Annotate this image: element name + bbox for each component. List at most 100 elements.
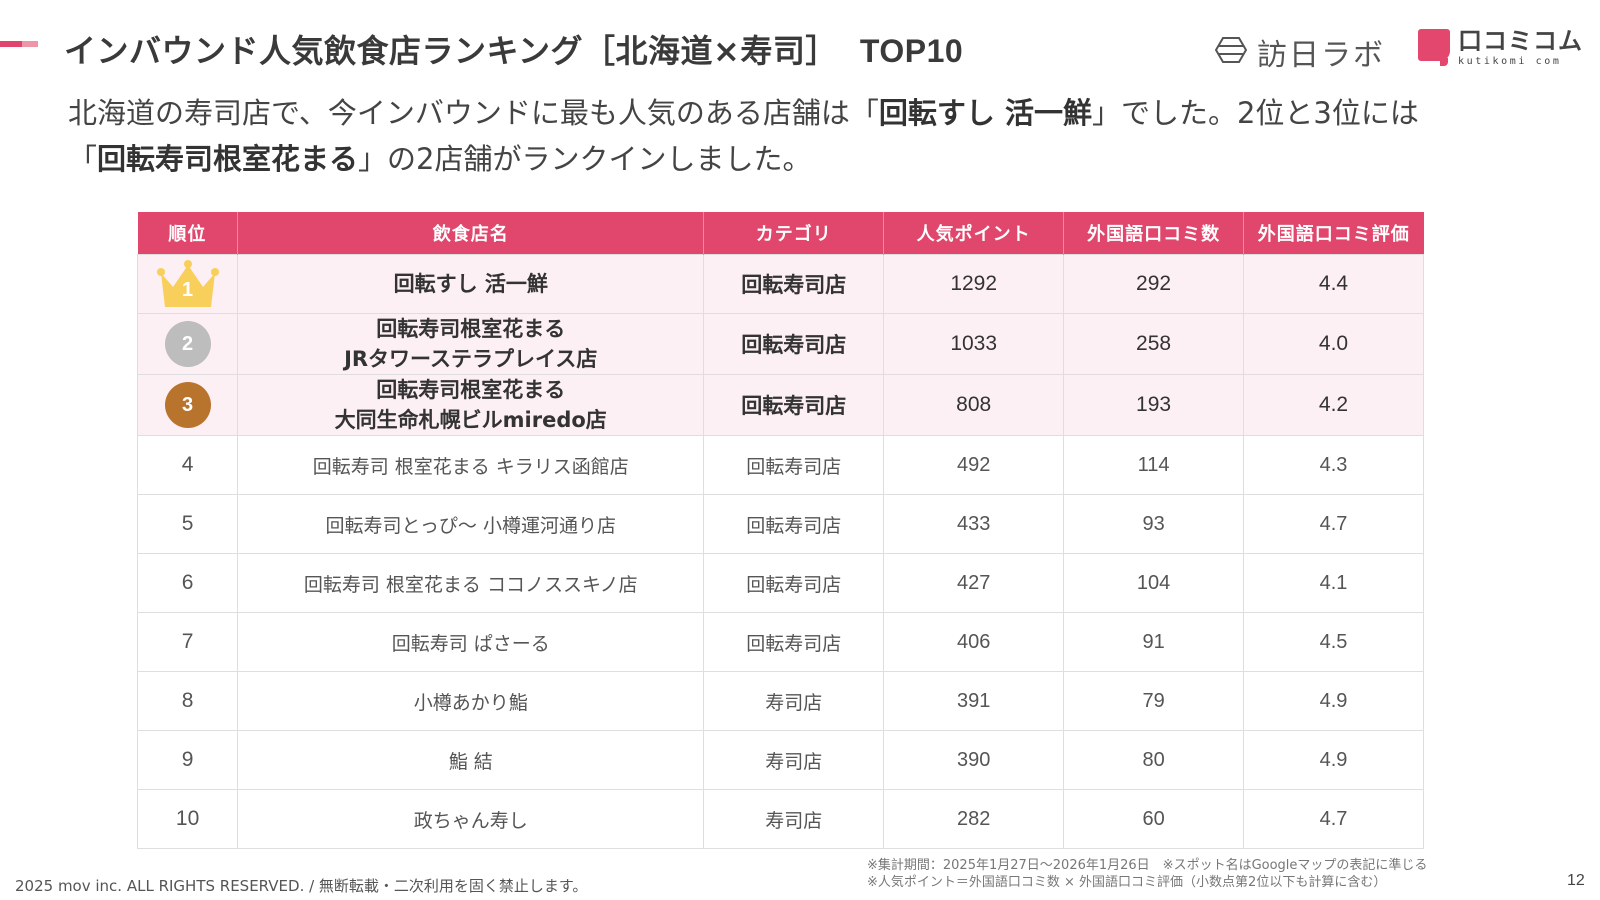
kutikomi-logo-jp: 口コミコム — [1458, 27, 1583, 55]
review-count: 114 — [1063, 435, 1245, 495]
popularity-points: 391 — [883, 671, 1065, 731]
review-rating: 4.3 — [1243, 435, 1424, 495]
category: 回転寿司店 — [703, 612, 885, 672]
houjitsu-lab-logo-text: 訪日ラボ — [1257, 38, 1385, 73]
column-header-review-count: 外国語口コミ数 — [1063, 212, 1245, 255]
silver-medal-icon: 2 — [164, 321, 211, 367]
popularity-points: 1033 — [883, 313, 1065, 375]
page-number: 12 — [1567, 872, 1585, 889]
copyright-text: 2025 mov inc. ALL RIGHTS RESERVED. / 無断転… — [15, 877, 588, 895]
rank-number: 2 — [182, 332, 194, 355]
review-count: 91 — [1063, 612, 1245, 672]
footnote-period: ※集計期間：2025年1月27日～2026年1月26日 ※スポット名はGoogl… — [867, 858, 1428, 873]
table-row: 5 回転寿司とっぴ～ 小樽運河通り店 回転寿司店 433 93 4.7 — [136, 494, 1424, 554]
review-count: 292 — [1063, 254, 1245, 314]
hexagon-logo-icon — [1214, 37, 1248, 67]
review-count: 60 — [1063, 789, 1245, 849]
restaurant-name: 回転寿司 根室花まる キラリス函館店 — [237, 435, 705, 495]
review-rating: 4.7 — [1243, 494, 1424, 554]
restaurant-name: 回転寿司 ぱさーる — [237, 612, 705, 672]
rank-cell: 2 — [136, 313, 239, 375]
kutikomi-logo: 口コミコム kutikomi com — [1418, 29, 1583, 67]
restaurant-name: 政ちゃん寿し — [237, 789, 705, 849]
table-row: 3 回転寿司根室花まる 大同生命札幌ビルmiredo店 回転寿司店 808 19… — [136, 374, 1424, 436]
ranking-table: 順位 飲食店名 カテゴリ 人気ポイント 外国語口コミ数 外国語口コミ評価 1 — [136, 212, 1424, 849]
popularity-points: 433 — [883, 494, 1065, 554]
table-row: 7 回転寿司 ぱさーる 回転寿司店 406 91 4.5 — [136, 612, 1424, 672]
rank-number: 7 — [136, 612, 239, 672]
lead-paragraph: 北海道の寿司店で、今インバウンドに最も人気のある店舗は「回転すし 活一鮮」でした… — [68, 90, 1528, 182]
restaurant-name-line1: 回転寿司根室花まる — [376, 317, 566, 341]
houjitsu-lab-logo: 訪日ラボ — [1214, 30, 1385, 74]
column-header-rank: 順位 — [137, 212, 239, 255]
page-title-suffix: TOP10 — [859, 33, 964, 69]
popularity-points: 808 — [883, 374, 1065, 436]
review-count: 258 — [1063, 313, 1245, 375]
popularity-points: 1292 — [883, 254, 1065, 314]
review-count: 93 — [1063, 494, 1245, 554]
restaurant-name: 回転寿司 根室花まる ココノススキノ店 — [237, 553, 705, 613]
restaurant-name: 回転寿司とっぴ～ 小樽運河通り店 — [237, 494, 705, 554]
lead-text: 」の2店舗がランクインしました。 — [358, 142, 812, 176]
table-row: 9 鮨 結 寿司店 390 80 4.9 — [136, 730, 1424, 790]
table-row: 2 回転寿司根室花まる JRタワーステラプレイス店 回転寿司店 1033 258… — [136, 313, 1424, 375]
title-accent-bar — [0, 41, 38, 47]
restaurant-name-line2: JRタワーステラプレイス店 — [344, 347, 598, 371]
lead-text: 北海道の寿司店で、今インバウンドに最も人気のある店舗は「 — [68, 96, 879, 130]
restaurant-name-line2: 大同生命札幌ビルmiredo店 — [334, 408, 607, 432]
review-rating: 4.9 — [1243, 671, 1424, 731]
restaurant-name: 回転すし 活一鮮 — [237, 254, 705, 314]
restaurant-name: 回転寿司根室花まる 大同生命札幌ビルmiredo店 — [237, 374, 705, 436]
review-rating: 4.1 — [1243, 553, 1424, 613]
lead-text: 「 — [68, 142, 98, 176]
category: 寿司店 — [703, 671, 885, 731]
rank-number: 10 — [136, 789, 239, 849]
footnote-formula: ※人気ポイント＝外国語口コミ数 × 外国語口コミ評価（小数点第2位以下も計算に含… — [867, 875, 1387, 890]
table-row: 6 回転寿司 根室花まる ココノススキノ店 回転寿司店 427 104 4.1 — [136, 553, 1424, 613]
accent-bar-light — [22, 41, 38, 47]
category: 回転寿司店 — [703, 435, 885, 495]
restaurant-name: 小樽あかり鮨 — [237, 671, 705, 731]
column-header-points: 人気ポイント — [883, 212, 1065, 255]
speech-bubble-logo-icon — [1418, 29, 1450, 66]
rank-number: 4 — [136, 435, 239, 495]
review-rating: 4.7 — [1243, 789, 1424, 849]
category: 回転寿司店 — [703, 254, 885, 314]
rank-number: 5 — [136, 494, 239, 554]
rank-cell: 1 — [136, 254, 239, 314]
restaurant-name-line1: 回転寿司根室花まる — [376, 378, 566, 402]
category: 回転寿司店 — [703, 313, 885, 375]
restaurant-name: 回転寿司根室花まる JRタワーステラプレイス店 — [237, 313, 705, 375]
table-row: 1 回転すし 活一鮮 回転寿司店 1292 292 4.4 — [136, 254, 1424, 314]
category: 回転寿司店 — [703, 553, 885, 613]
review-rating: 4.2 — [1243, 374, 1424, 436]
review-rating: 4.5 — [1243, 612, 1424, 672]
table-header-row: 順位 飲食店名 カテゴリ 人気ポイント 外国語口コミ数 外国語口コミ評価 — [137, 212, 1424, 255]
footnotes: ※集計期間：2025年1月27日～2026年1月26日 ※スポット名はGoogl… — [867, 857, 1427, 891]
table-row: 4 回転寿司 根室花まる キラリス函館店 回転寿司店 492 114 4.3 — [136, 435, 1424, 495]
lead-text: 」でした。2位と3位には — [1091, 96, 1419, 130]
lead-highlight-second: 回転寿司根室花まる — [97, 142, 359, 176]
popularity-points: 390 — [883, 730, 1065, 790]
category: 寿司店 — [703, 730, 885, 790]
category: 回転寿司店 — [703, 374, 885, 436]
review-count: 80 — [1063, 730, 1245, 790]
category: 回転寿司店 — [703, 494, 885, 554]
popularity-points: 427 — [883, 553, 1065, 613]
rank-number: 1 — [182, 279, 194, 301]
review-rating: 4.9 — [1243, 730, 1424, 790]
table-row: 8 小樽あかり鮨 寿司店 391 79 4.9 — [136, 671, 1424, 731]
rank-cell: 3 — [136, 374, 239, 436]
popularity-points: 282 — [883, 789, 1065, 849]
bronze-medal-icon: 3 — [164, 382, 211, 428]
kutikomi-logo-en: kutikomi com — [1458, 56, 1562, 67]
review-count: 193 — [1063, 374, 1245, 436]
column-header-restaurant: 飲食店名 — [237, 212, 705, 255]
review-rating: 4.4 — [1243, 254, 1424, 314]
restaurant-name: 鮨 結 — [237, 730, 705, 790]
gold-crown-icon: 1 — [155, 259, 221, 309]
review-rating: 4.0 — [1243, 313, 1424, 375]
page-title-text: インバウンド人気飲食店ランキング［北海道×寿司］ — [64, 32, 838, 70]
table-row: 10 政ちゃん寿し 寿司店 282 60 4.7 — [136, 789, 1424, 849]
popularity-points: 492 — [883, 435, 1065, 495]
